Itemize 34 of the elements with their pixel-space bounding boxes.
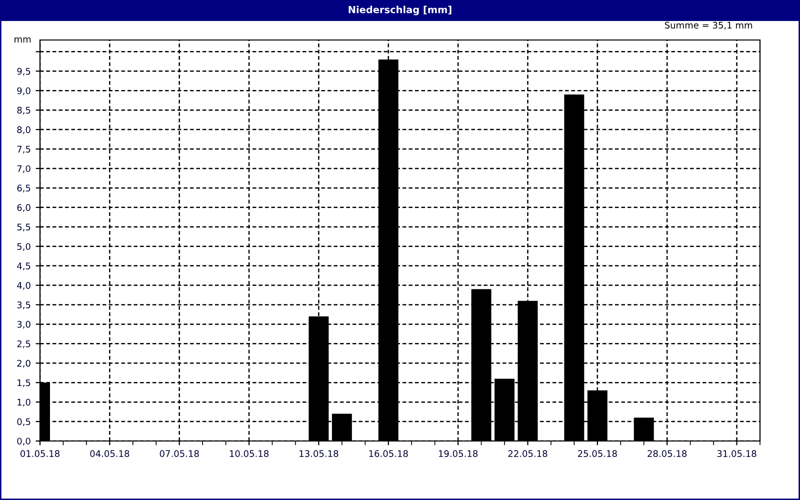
y-tick-label: 1,0: [18, 398, 30, 407]
y-tick-label: 9,0: [17, 87, 30, 96]
y-tick-label: 3,5: [17, 301, 30, 310]
x-tick-label: 31.05.18: [717, 450, 756, 458]
x-tick-label: 04.05.18: [90, 450, 130, 458]
y-tick-label: 2,0: [17, 360, 30, 368]
y-tick-label: 0,0: [17, 438, 30, 446]
y-tick-label: 6,0: [17, 204, 30, 212]
x-tick-label: 22.05.18: [508, 450, 548, 458]
y-tick-label: 4,5: [17, 262, 30, 270]
x-tick-label: 13.05.18: [300, 450, 338, 458]
y-tick-label: 8,5: [17, 106, 30, 115]
y-tick-label: 0,5: [17, 418, 30, 426]
x-tick-label: 19.05.18: [438, 450, 478, 458]
y-tick-label: 7,0: [17, 165, 30, 173]
x-tick-label: 10.05.18: [230, 450, 269, 458]
y-tick-label: 9,5: [17, 68, 30, 76]
chart-title: Niederschlag [mm]: [348, 6, 452, 16]
x-tick-label: 25.05.18: [578, 450, 617, 458]
x-tick-label: 01.05.18: [20, 450, 60, 458]
x-tick-label: 16.05.18: [369, 450, 408, 458]
text: Summe = 35,1 mm: [664, 22, 752, 30]
y-tick-label: 4,0: [17, 282, 30, 290]
y-tick-label: 6,5: [17, 184, 30, 192]
y-tick-label: 8,0: [17, 126, 30, 134]
x-tick-label: 07.05.18: [160, 450, 199, 458]
y-tick-label: 5,0: [17, 243, 30, 251]
x-tick-label: 28.05.18: [648, 450, 687, 458]
y-tick-label: 7,5: [17, 146, 30, 154]
y-tick-label: 2,5: [17, 340, 30, 348]
y-tick-label: 3,0: [17, 320, 30, 329]
y-axis-title: mm: [14, 37, 31, 42]
y-tick-label: 1,5: [18, 379, 30, 388]
y-tick-label: 5,5: [17, 224, 30, 232]
